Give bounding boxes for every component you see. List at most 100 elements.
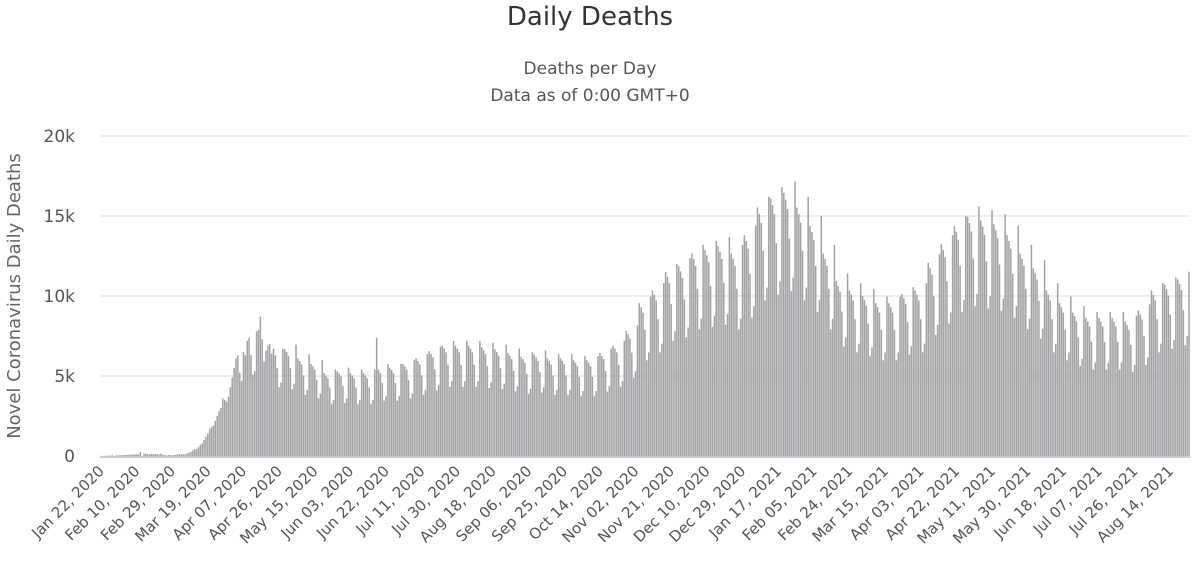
- bar: [983, 234, 986, 456]
- bar: [773, 214, 776, 456]
- bar: [959, 265, 961, 456]
- bars: [100, 181, 1190, 457]
- bar: [1130, 344, 1132, 456]
- bar: [205, 436, 207, 456]
- bar: [349, 373, 352, 456]
- bar: [1051, 319, 1053, 456]
- bar: [537, 360, 539, 456]
- bar: [1045, 290, 1048, 456]
- bar: [1083, 306, 1085, 456]
- bar: [195, 449, 198, 456]
- bar: [775, 243, 778, 456]
- bar: [741, 244, 744, 456]
- bar: [567, 394, 569, 456]
- bar: [419, 364, 421, 456]
- bar: [135, 454, 138, 456]
- bar: [831, 318, 834, 456]
- bar: [974, 306, 976, 456]
- bar: [362, 373, 365, 456]
- bar: [859, 283, 862, 456]
- bar: [869, 355, 871, 456]
- bar: [1008, 240, 1010, 456]
- bar: [222, 398, 224, 456]
- bar: [867, 323, 869, 456]
- y-tick-label: 15k: [44, 207, 76, 227]
- bar: [608, 386, 611, 456]
- bar: [503, 383, 505, 456]
- bar: [426, 354, 429, 456]
- bar: [238, 372, 241, 456]
- bar: [340, 376, 342, 456]
- bar: [400, 363, 402, 456]
- bar: [167, 455, 170, 456]
- bar: [1073, 316, 1076, 456]
- bar: [816, 312, 819, 456]
- bar: [961, 312, 963, 456]
- bar: [480, 347, 483, 456]
- bar: [353, 378, 355, 456]
- bar: [439, 346, 442, 456]
- bar: [689, 258, 691, 456]
- bar: [447, 364, 449, 456]
- bar: [912, 287, 914, 456]
- bar: [1000, 310, 1003, 456]
- bar: [955, 232, 958, 456]
- bar: [415, 358, 417, 456]
- chart-title: Daily Deaths: [506, 2, 674, 32]
- bar: [1184, 345, 1186, 456]
- bar: [683, 299, 686, 456]
- bar: [512, 370, 515, 456]
- bar: [1186, 336, 1188, 456]
- bar: [208, 428, 211, 456]
- bar: [248, 337, 250, 456]
- bar: [218, 411, 220, 456]
- bar: [1086, 321, 1089, 456]
- bar: [657, 319, 659, 456]
- bar: [584, 356, 586, 456]
- bar: [790, 291, 793, 456]
- bar: [417, 360, 419, 456]
- bar: [385, 396, 387, 456]
- bar: [586, 360, 588, 456]
- bar: [550, 364, 552, 456]
- bar: [863, 300, 866, 456]
- bar: [1013, 317, 1016, 456]
- bar: [242, 352, 245, 456]
- bar: [1019, 253, 1021, 456]
- bar: [496, 352, 498, 456]
- bar: [651, 290, 654, 456]
- bar: [122, 455, 125, 456]
- bar: [133, 454, 136, 456]
- bar: [617, 364, 620, 456]
- bar: [1103, 341, 1106, 456]
- bar: [734, 265, 736, 456]
- bar: [799, 222, 802, 456]
- y-tick-label: 20k: [44, 127, 76, 147]
- bar: [749, 273, 751, 456]
- bar: [908, 354, 911, 456]
- bar: [1122, 312, 1125, 456]
- bar: [681, 278, 684, 456]
- bar: [533, 354, 535, 456]
- bar: [220, 408, 222, 456]
- bar: [1116, 341, 1119, 456]
- bar: [402, 364, 404, 456]
- bar: [809, 225, 811, 456]
- bar: [753, 306, 755, 456]
- bar: [300, 364, 303, 456]
- bar: [1068, 352, 1070, 456]
- bar: [359, 399, 361, 456]
- bar: [844, 337, 847, 456]
- bar: [207, 433, 209, 456]
- bar: [1169, 314, 1171, 456]
- bar: [893, 329, 896, 456]
- bar: [124, 454, 127, 456]
- bar: [724, 324, 727, 456]
- bar: [1171, 348, 1173, 456]
- bar: [604, 370, 607, 456]
- bar: [357, 404, 359, 456]
- bar: [486, 366, 489, 456]
- bar: [1113, 321, 1115, 456]
- bar: [629, 338, 631, 456]
- bar: [1028, 318, 1031, 456]
